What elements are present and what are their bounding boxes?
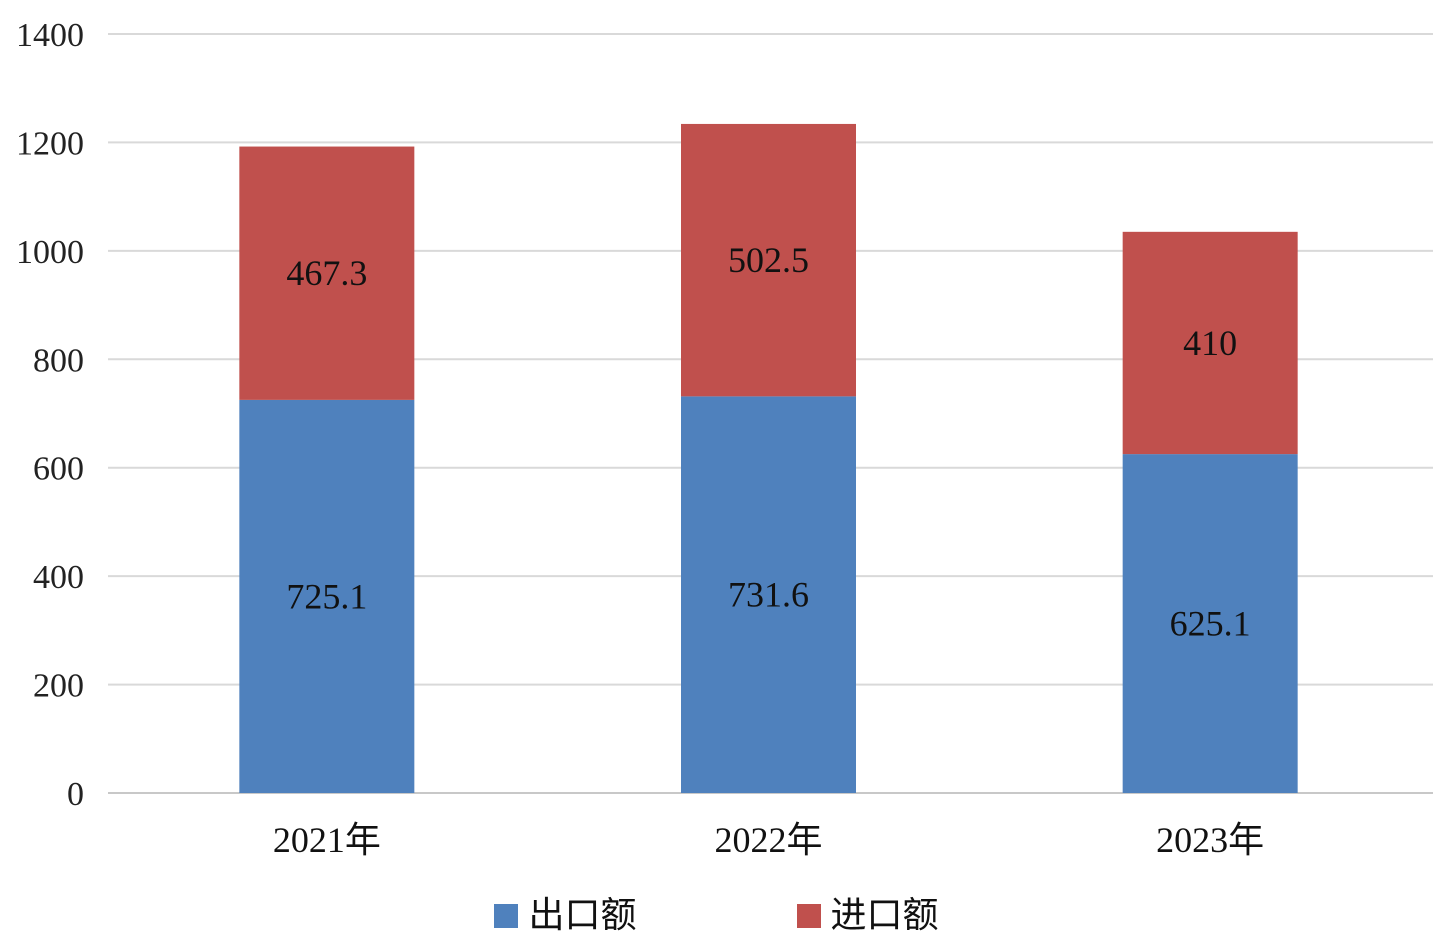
y-tick-label-200: 200 — [33, 668, 84, 705]
legend-item-import: 进口额 — [796, 895, 939, 936]
data-label-export-1: 731.6 — [728, 575, 809, 615]
x-tick-label-2: 2023年 — [1156, 820, 1264, 860]
y-tick-label-600: 600 — [33, 451, 84, 488]
data-label-import-0: 467.3 — [286, 253, 367, 293]
y-tick-label-1400: 1400 — [16, 17, 84, 54]
legend-swatch-import — [796, 904, 821, 928]
bar-export-2 — [1122, 454, 1298, 793]
y-tick-label-0: 0 — [67, 776, 84, 813]
y-tick-label-400: 400 — [33, 559, 84, 596]
legend: 出口额 进口额 — [0, 888, 1433, 944]
x-tick-label-1: 2022年 — [714, 820, 822, 860]
legend-label-export: 出口额 — [528, 895, 637, 936]
data-label-export-0: 725.1 — [286, 576, 367, 616]
bar-import-1 — [681, 123, 856, 397]
bar-export-1 — [681, 396, 856, 793]
legend-label-import: 进口额 — [830, 895, 939, 936]
y-tick-label-800: 800 — [33, 342, 84, 379]
y-axis: 0 200 400 600 800 1000 1200 1400 — [16, 17, 84, 813]
bar-import-2 — [1122, 231, 1298, 455]
legend-item-export: 出口额 — [494, 895, 637, 936]
data-labels: 725.1 467.3 731.6 502.5 625.1 410 — [286, 240, 1250, 643]
bar-export-0 — [239, 399, 415, 793]
x-axis: 2021年 2022年 2023年 — [273, 820, 1264, 860]
bars — [239, 123, 1298, 793]
x-tick-label-0: 2021年 — [273, 820, 381, 860]
y-tick-label-1200: 1200 — [16, 125, 84, 162]
data-label-import-1: 502.5 — [728, 240, 809, 280]
bar-import-0 — [239, 146, 415, 400]
legend-swatch-export — [494, 904, 519, 928]
y-tick-label-1000: 1000 — [16, 234, 84, 271]
data-label-import-2: 410 — [1183, 323, 1237, 363]
data-label-export-2: 625.1 — [1170, 604, 1251, 644]
